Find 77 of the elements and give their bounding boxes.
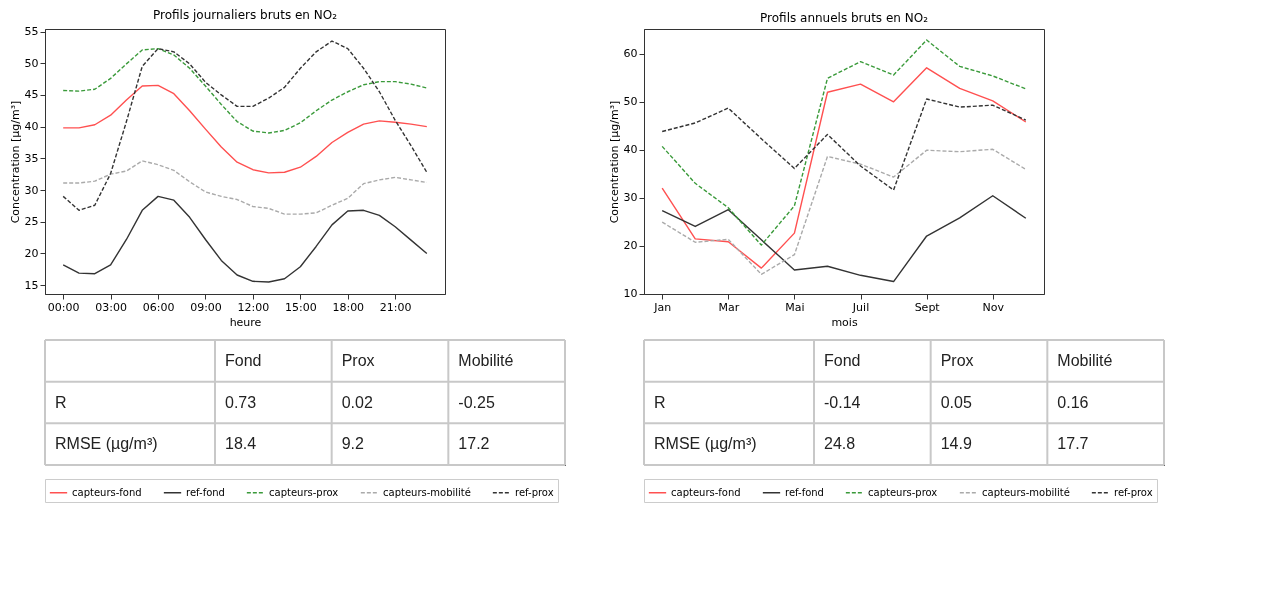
x-axis-title: heure: [229, 315, 262, 329]
legend-label: capteurs-fond: [72, 486, 142, 498]
x-tick-label: 18:00: [332, 300, 365, 314]
y-tick-label: 30: [623, 191, 638, 205]
category-label: Prox: [940, 351, 974, 369]
x-tick-label: Nov: [982, 300, 1005, 314]
category-label: RMSE (µg/m³): [654, 435, 757, 453]
text: 0.73: [225, 393, 257, 411]
x-axis-title: mois: [831, 315, 858, 329]
x-tick-label: 00:00: [47, 300, 80, 314]
y-tick-label: 55: [24, 25, 39, 39]
x-tick-label: 09:00: [190, 300, 222, 314]
text: 24.8: [824, 435, 856, 453]
line-series: [62, 160, 428, 215]
y-tick-label: 25: [24, 215, 39, 229]
x-tick-label: 15:00: [284, 300, 317, 314]
x-tick-label: 06:00: [142, 300, 175, 314]
x-tick-label: 21:00: [379, 300, 412, 314]
x-tick-label: 03:00: [95, 300, 127, 314]
text: 0.16: [1057, 393, 1089, 411]
line-series: [62, 84, 428, 174]
category-label: Mobilité: [458, 351, 514, 369]
legend-label: capteurs-prox: [269, 486, 339, 498]
text: 0.05: [940, 393, 972, 411]
legend-label: capteurs-prox: [868, 486, 938, 498]
y-tick-label: 60: [623, 47, 638, 61]
line-series: [62, 195, 428, 283]
text: 18.4: [225, 435, 257, 453]
text: -0.25: [458, 393, 495, 411]
legend-label: ref-fond: [785, 486, 824, 498]
y-tick-label: 20: [623, 239, 638, 253]
legend-label: capteurs-mobilité: [982, 486, 1070, 498]
legend-label: ref-prox: [515, 486, 554, 498]
y-axis-title: Concentration [µg/m³]: [607, 100, 621, 224]
line-series: [661, 148, 1027, 276]
y-axis-title: Concentration [µg/m³]: [8, 100, 22, 224]
line-series: [62, 47, 428, 134]
y-tick-label: 30: [24, 183, 39, 197]
line-series: [661, 39, 1027, 246]
category-label: R: [55, 393, 67, 411]
chart-title: Profils journaliers bruts en NO₂: [153, 7, 338, 22]
y-tick-label: 10: [623, 287, 638, 301]
line-series: [661, 98, 1027, 191]
category-label: Prox: [341, 351, 375, 369]
legend-label: capteurs-mobilité: [383, 486, 471, 498]
category-label: Fond: [225, 351, 262, 369]
y-tick-label: 50: [623, 95, 638, 109]
y-tick-label: 15: [24, 278, 39, 292]
x-tick-label: Jan: [653, 300, 672, 314]
y-tick-label: 40: [623, 143, 638, 157]
x-tick-label: Sept: [914, 300, 941, 314]
line-series: [62, 40, 428, 212]
chart-title: Profils annuels bruts en NO₂: [760, 11, 929, 25]
x-tick-label: 12:00: [237, 300, 270, 314]
text: 17.7: [1057, 435, 1089, 453]
text: 9.2: [341, 435, 364, 453]
category-label: Fond: [824, 351, 861, 369]
text: 17.2: [458, 435, 490, 453]
line-series: [661, 195, 1027, 283]
text: 0.02: [341, 393, 373, 411]
category-label: Mobilité: [1057, 351, 1113, 369]
y-tick-label: 40: [24, 120, 39, 134]
legend-label: capteurs-fond: [671, 486, 741, 498]
legend-label: ref-fond: [186, 486, 225, 498]
y-tick-label: 50: [24, 56, 39, 70]
text: 14.9: [940, 435, 972, 453]
x-tick-label: Juil: [851, 300, 870, 314]
text: -0.14: [824, 393, 861, 411]
y-tick-label: 35: [24, 151, 39, 165]
category-label: RMSE (µg/m³): [55, 435, 158, 453]
y-tick-label: 45: [24, 88, 39, 102]
category-label: R: [654, 393, 666, 411]
x-tick-label: Mai: [785, 300, 805, 314]
x-tick-label: Mar: [718, 300, 740, 314]
line-series: [661, 67, 1027, 269]
legend-label: ref-prox: [1114, 486, 1153, 498]
y-tick-label: 20: [24, 246, 39, 260]
